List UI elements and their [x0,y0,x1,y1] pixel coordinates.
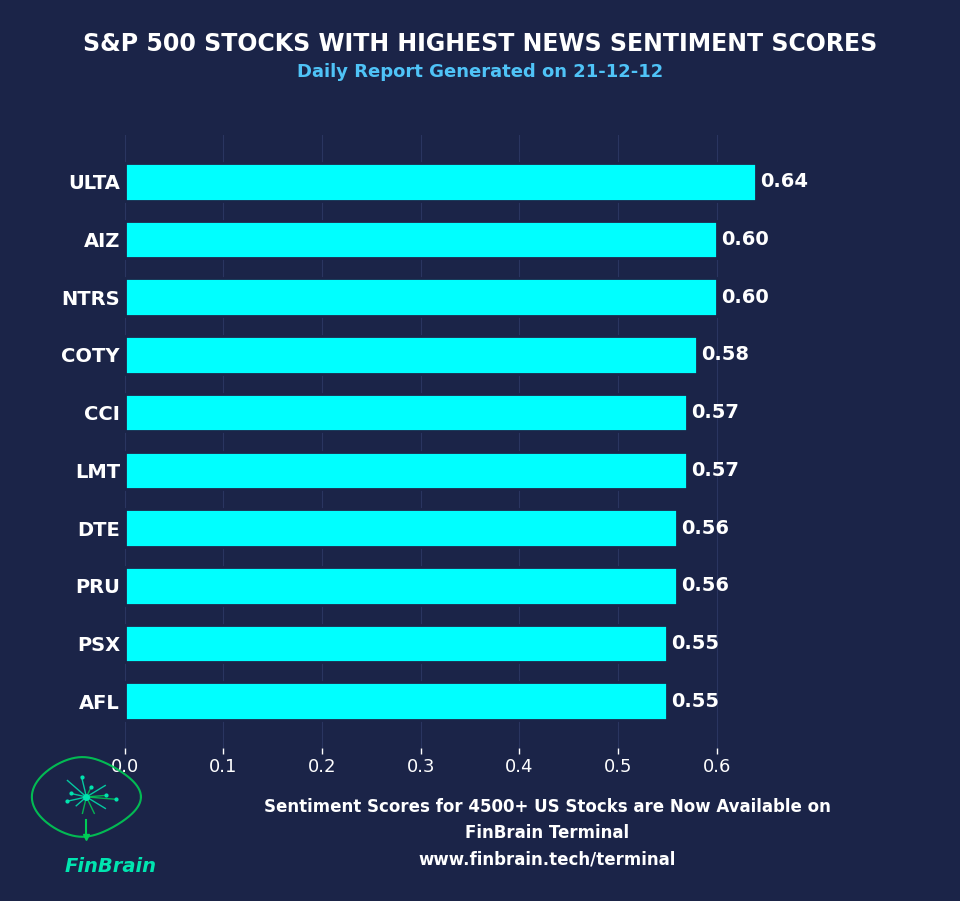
Bar [125,394,687,432]
Bar [125,221,717,259]
Text: Sentiment Scores for 4500+ US Stocks are Now Available on
FinBrain Terminal
www.: Sentiment Scores for 4500+ US Stocks are… [264,798,830,869]
Text: 0.55: 0.55 [671,634,719,653]
Text: 0.64: 0.64 [760,172,808,191]
Bar [125,567,678,605]
Text: 0.57: 0.57 [691,403,739,423]
Text: 0.56: 0.56 [682,577,730,596]
Bar [125,278,717,316]
Text: 0.57: 0.57 [691,460,739,480]
Bar [125,624,667,662]
Bar [125,682,667,720]
Bar [125,509,678,547]
Text: 0.55: 0.55 [671,692,719,711]
Text: Daily Report Generated on 21-12-12: Daily Report Generated on 21-12-12 [297,63,663,81]
Bar [125,163,756,201]
Bar [125,451,687,489]
Text: FinBrain: FinBrain [64,857,156,877]
Text: 0.60: 0.60 [721,230,769,249]
Text: S&P 500 STOCKS WITH HIGHEST NEWS SENTIMENT SCORES: S&P 500 STOCKS WITH HIGHEST NEWS SENTIME… [83,32,877,56]
Text: 0.56: 0.56 [682,519,730,538]
Text: 0.58: 0.58 [701,345,749,364]
Text: 0.60: 0.60 [721,287,769,306]
Bar [125,336,697,374]
